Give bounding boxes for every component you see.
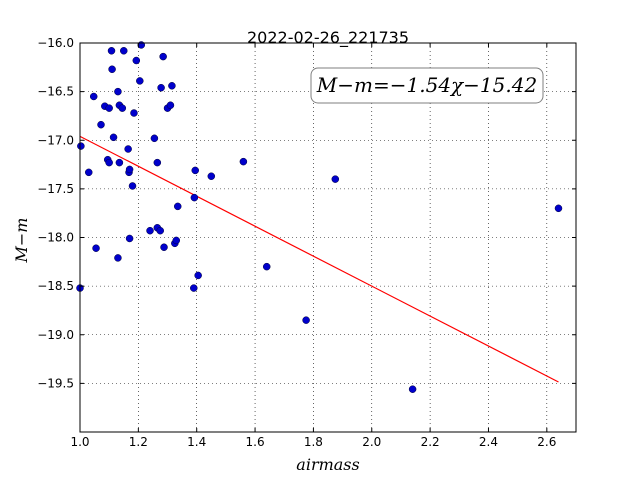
- data-point: [128, 182, 137, 190]
- fit-line: [79, 135, 559, 383]
- fit-layer: [79, 135, 559, 383]
- y-tick-label: −16.0: [37, 36, 74, 50]
- data-point: [97, 120, 105, 129]
- fit-equation: M−m=−1.54χ−15.42: [316, 73, 537, 97]
- data-point: [408, 385, 417, 393]
- data-point: [85, 168, 93, 177]
- data-point: [132, 56, 141, 65]
- data-point: [120, 47, 128, 55]
- x-axis-ticks: 1.0 1.2 1.4 1.6 1.8 2.0 2.2 2.4 2.6: [70, 43, 556, 449]
- data-point: [109, 133, 118, 142]
- data-point: [157, 83, 165, 92]
- x-tick-label: 2.6: [537, 435, 556, 449]
- y-tick-label: −17.0: [37, 133, 74, 147]
- data-point: [168, 82, 176, 90]
- data-point: [262, 262, 271, 271]
- y-tick-label: −19.0: [37, 328, 74, 342]
- data-point: [130, 109, 138, 117]
- data-point: [207, 172, 216, 180]
- x-tick-label: 1.6: [246, 435, 265, 449]
- data-point: [125, 234, 134, 243]
- data-point: [239, 157, 248, 166]
- y-tick-label: −16.5: [37, 85, 74, 99]
- y-tick-label: −19.5: [37, 376, 74, 390]
- data-point: [115, 158, 124, 167]
- data-point: [190, 193, 199, 202]
- data-point: [136, 77, 144, 85]
- x-tick-label: 2.0: [362, 435, 381, 449]
- data-point: [105, 158, 113, 167]
- y-tick-label: −18.0: [37, 231, 74, 245]
- data-point: [92, 244, 100, 252]
- data-point: [150, 134, 159, 143]
- data-point: [554, 204, 563, 213]
- data-point: [159, 52, 167, 61]
- data-point: [194, 271, 202, 280]
- y-tick-label: −17.5: [37, 182, 74, 196]
- x-tick-label: 1.0: [70, 435, 89, 449]
- annotation-frame: [310, 67, 544, 104]
- data-point: [190, 284, 198, 292]
- y-axis-label: M−m: [12, 218, 31, 264]
- data-point: [173, 202, 182, 211]
- data-point: [114, 87, 122, 96]
- data-point: [191, 166, 199, 175]
- data-point: [166, 101, 175, 109]
- annotation-box: M−m=−1.54χ−15.42: [310, 67, 544, 104]
- data-point: [108, 65, 116, 74]
- x-axis-label: airmass: [296, 455, 359, 474]
- data-point: [160, 243, 168, 251]
- chart-title: 2022-02-26_221735: [247, 28, 409, 48]
- y-tick-label: −18.5: [37, 279, 74, 293]
- x-tick-label: 1.4: [187, 435, 206, 449]
- data-point: [146, 226, 154, 235]
- data-point: [125, 165, 134, 174]
- x-tick-label: 2.2: [421, 435, 440, 449]
- data-point: [156, 226, 164, 235]
- data-point: [118, 104, 127, 112]
- data-point: [77, 142, 85, 150]
- x-tick-label: 1.8: [304, 435, 323, 449]
- data-point: [172, 236, 181, 245]
- data-point: [331, 175, 340, 183]
- data-point: [302, 316, 310, 324]
- data-point: [105, 104, 113, 112]
- x-tick-label: 1.2: [129, 435, 148, 449]
- data-point: [107, 47, 116, 55]
- data-point: [114, 254, 122, 262]
- x-tick-label: 2.4: [479, 435, 498, 449]
- data-point: [153, 158, 162, 167]
- y-axis-ticks: −16.0 −16.5 −17.0 −17.5 −18.0 −18.5 −19.0 −19.5: [37, 36, 576, 390]
- data-point: [124, 145, 132, 153]
- data-point: [89, 92, 98, 101]
